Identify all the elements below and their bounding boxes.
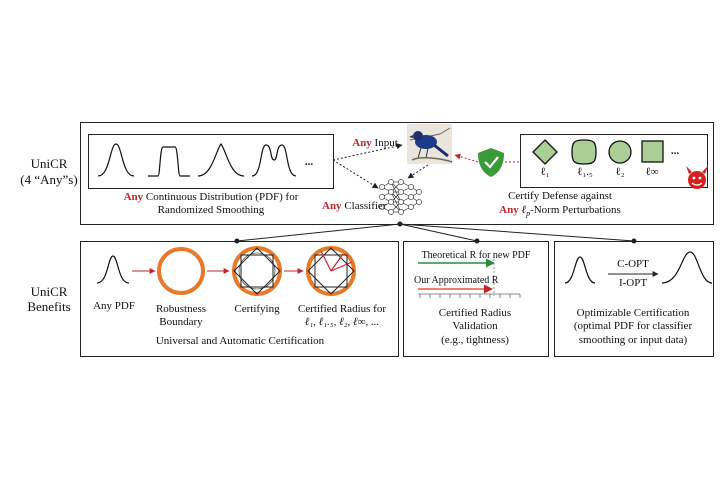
any-classifier-label: Any Classifier — [322, 200, 386, 213]
opt-label-1: Optimizable Certification — [576, 307, 690, 319]
i-opt-label: I-OPT — [618, 277, 648, 289]
pdf-any-word: Any — [123, 191, 144, 203]
validation-label-3: (e.g., tightness) — [441, 334, 509, 346]
defense-any-word: Any — [499, 204, 519, 216]
linf-square — [641, 140, 664, 163]
arrow-shield-to-input — [454, 153, 479, 163]
robustness-label-1: Robustness — [155, 303, 207, 315]
l1-diamond — [532, 139, 558, 165]
universal-caption: Universal and Automatic Certification — [155, 335, 325, 347]
arrow-input-to-classifier — [407, 164, 429, 179]
validation-label-1: Certified Radius — [438, 307, 512, 319]
norm-box — [520, 134, 708, 188]
theoretical-r-label: Theoretical R for new PDF — [421, 250, 531, 261]
connector-left — [236, 223, 401, 242]
neural-network-icon — [379, 179, 422, 215]
arrow-pdf-to-classifier — [332, 159, 379, 189]
l2-circle — [608, 140, 632, 164]
norm-label-l2: ℓ₂ — [615, 166, 625, 178]
norm-ellipsis: ... — [670, 145, 680, 157]
norm-label-l1: ℓ₁ — [540, 166, 550, 178]
robustness-circle — [157, 247, 205, 295]
input-rest: Input — [371, 137, 398, 149]
validation-label-2: Validation — [452, 320, 498, 332]
l15-squircle — [571, 139, 597, 165]
validation-box — [403, 241, 549, 357]
robustness-label-2: Boundary — [159, 316, 203, 328]
defense-rest: -Norm Perturbations — [530, 204, 621, 216]
unicr-bottom-label-2: Benefits — [27, 299, 71, 314]
pdf-caption-2: Randomized Smoothing — [157, 204, 265, 216]
norm-shapes — [532, 139, 664, 165]
pdf-caption-1: Any Continuous Distribution (PDF) for — [98, 191, 324, 204]
unicr-bottom-label-1: UniCR — [30, 284, 68, 299]
defense-line-1: Certify Defense against — [508, 190, 612, 202]
certified-radius-circle — [306, 246, 356, 296]
defense-norm-symbol: ℓ — [521, 204, 527, 216]
c-opt-label: C-OPT — [617, 258, 649, 270]
classifier-any-word: Any — [322, 200, 342, 212]
pdf-curve-laplace — [197, 143, 245, 177]
pdf-curve-bimodal — [251, 144, 297, 177]
defense-norm-sub: p — [526, 209, 531, 219]
pdf-curve-gaussian — [97, 143, 135, 177]
norm-label-l15: ℓ₁.₅ — [577, 166, 593, 178]
any-input-label: Any Input — [344, 137, 406, 150]
certifying-circle — [232, 246, 282, 296]
universal-box — [80, 241, 399, 357]
pdf-box — [88, 134, 334, 189]
certifying-label: Certifying — [234, 303, 280, 315]
shield-icon — [478, 148, 504, 177]
ruler-ticks — [418, 293, 521, 298]
opt-label-3: smoothing or input data) — [578, 334, 688, 346]
defense-line-2: Any ℓp-Norm Perturbations — [448, 204, 672, 220]
opt-pdf-narrow — [564, 256, 596, 284]
opt-pdf-wide — [661, 251, 713, 284]
any-pdf-curve — [96, 255, 130, 284]
connector-mid — [399, 223, 478, 242]
input-any-word: Any — [352, 137, 372, 149]
unicr-top-label-1: UniCR — [30, 156, 68, 171]
optimization-box — [554, 241, 714, 357]
norm-label-linf: ℓ∞ — [645, 166, 659, 178]
bird-image — [407, 124, 453, 164]
approximated-r-label: Our Approximated R — [414, 275, 499, 286]
pdf-caption-rest: Continuous Distribution (PDF) for — [143, 191, 299, 203]
connector-right — [399, 223, 635, 242]
any-pdf-label: Any PDF — [93, 300, 135, 312]
classifier-rest: Classifier — [341, 200, 387, 212]
devil-icon — [686, 166, 708, 189]
cert-radius-label-2: ℓ₁, ℓ₁.₅, ℓ₂, ℓ∞, ... — [304, 316, 380, 328]
cert-radius-label-1: Certified Radius for — [298, 303, 386, 315]
unicr-top-label-2: (4 “Any”s) — [20, 172, 78, 187]
pdf-ellipsis: ... — [304, 156, 314, 168]
pdf-curve-uniform — [148, 146, 190, 177]
opt-label-2: (optimal PDF for classifier — [573, 320, 693, 332]
